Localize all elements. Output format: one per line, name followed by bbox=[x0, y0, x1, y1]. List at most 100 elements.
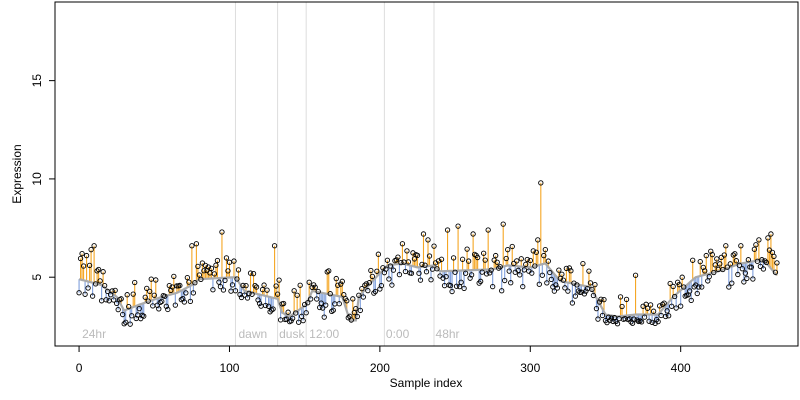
data-point bbox=[205, 264, 212, 270]
data-point bbox=[572, 293, 579, 299]
data-point bbox=[632, 272, 639, 278]
data-point bbox=[720, 266, 726, 273]
data-point bbox=[502, 277, 508, 284]
data-point bbox=[499, 288, 505, 294]
data-point bbox=[315, 288, 321, 295]
data-point bbox=[493, 252, 499, 259]
data-point bbox=[450, 255, 457, 261]
data-point bbox=[765, 235, 771, 241]
data-point bbox=[339, 278, 345, 284]
data-point bbox=[399, 241, 406, 247]
data-point bbox=[294, 292, 300, 298]
data-point bbox=[699, 284, 705, 290]
data-point bbox=[362, 282, 368, 288]
data-point bbox=[735, 271, 741, 278]
data-point bbox=[759, 257, 765, 263]
data-point bbox=[535, 237, 541, 243]
data-point bbox=[532, 263, 538, 269]
data-point bbox=[132, 279, 138, 286]
data-point bbox=[153, 277, 159, 283]
data-point bbox=[547, 269, 553, 276]
data-point bbox=[619, 303, 625, 310]
data-point bbox=[234, 276, 240, 282]
data-point bbox=[389, 282, 395, 288]
data-point bbox=[581, 291, 588, 297]
data-point bbox=[631, 316, 637, 322]
data-point bbox=[141, 313, 147, 319]
data-point bbox=[568, 268, 574, 274]
data-point bbox=[449, 288, 455, 295]
data-point bbox=[327, 291, 333, 297]
data-point bbox=[246, 290, 252, 296]
fit-line-group bbox=[78, 258, 778, 322]
data-point bbox=[202, 262, 209, 269]
data-point bbox=[85, 285, 91, 291]
data-point bbox=[330, 307, 336, 313]
data-point bbox=[458, 279, 464, 285]
data-point bbox=[130, 291, 136, 297]
data-point bbox=[118, 296, 124, 302]
data-point bbox=[586, 268, 592, 274]
data-point bbox=[297, 282, 303, 288]
data-point bbox=[425, 237, 431, 243]
data-point bbox=[359, 285, 365, 292]
data-point bbox=[368, 267, 374, 274]
data-point bbox=[129, 313, 135, 319]
data-point bbox=[187, 298, 194, 305]
data-point bbox=[753, 242, 759, 248]
data-point bbox=[468, 272, 475, 278]
data-point bbox=[333, 275, 339, 282]
data-point bbox=[524, 256, 530, 263]
data-point bbox=[210, 287, 216, 293]
data-point bbox=[443, 273, 449, 280]
data-point bbox=[365, 287, 371, 294]
data-point bbox=[232, 288, 239, 294]
data-point bbox=[181, 299, 187, 305]
data-point bbox=[479, 269, 485, 275]
data-point bbox=[314, 296, 320, 302]
data-point bbox=[551, 288, 557, 294]
data-point bbox=[650, 308, 657, 314]
data-point bbox=[264, 287, 270, 293]
data-point bbox=[76, 290, 82, 296]
data-point bbox=[111, 297, 117, 303]
data-point bbox=[189, 243, 195, 249]
y-tick-label: 10 bbox=[30, 172, 44, 186]
data-point bbox=[289, 315, 296, 321]
data-point bbox=[273, 283, 279, 289]
data-point bbox=[217, 283, 224, 290]
x-tick-label: 200 bbox=[370, 361, 390, 375]
data-point bbox=[667, 280, 673, 287]
data-point bbox=[548, 276, 554, 283]
data-point bbox=[321, 314, 327, 320]
data-point bbox=[326, 268, 332, 274]
data-point bbox=[566, 265, 573, 271]
data-point bbox=[214, 257, 221, 264]
data-point bbox=[605, 314, 612, 320]
data-point bbox=[280, 300, 287, 307]
data-point bbox=[462, 270, 469, 276]
data-point bbox=[544, 280, 550, 286]
data-point bbox=[369, 273, 376, 280]
data-point bbox=[213, 262, 219, 268]
data-point bbox=[669, 303, 675, 309]
period-label: dawn bbox=[238, 327, 267, 341]
data-point bbox=[453, 283, 460, 289]
data-point bbox=[240, 282, 246, 289]
data-point bbox=[496, 265, 502, 271]
data-point bbox=[756, 237, 762, 243]
data-point bbox=[494, 259, 500, 265]
data-point bbox=[387, 263, 394, 269]
data-point bbox=[151, 292, 157, 298]
data-point bbox=[721, 252, 727, 258]
data-point bbox=[360, 294, 366, 300]
data-point bbox=[323, 302, 329, 308]
data-point bbox=[404, 248, 410, 254]
data-point bbox=[659, 301, 666, 307]
fit-line bbox=[78, 258, 778, 322]
data-point bbox=[644, 305, 651, 311]
data-point bbox=[527, 257, 533, 264]
data-point bbox=[533, 249, 539, 255]
data-point bbox=[172, 302, 178, 308]
